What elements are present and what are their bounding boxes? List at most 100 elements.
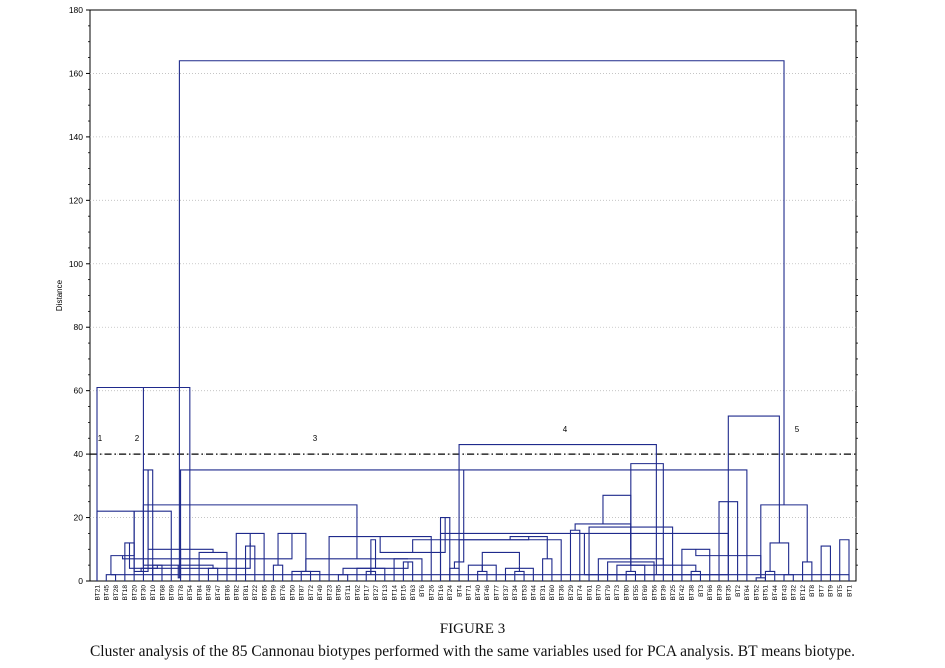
leaf-label: BT62 bbox=[354, 585, 361, 601]
y-tick-label: 100 bbox=[69, 259, 83, 269]
y-tick-label: 0 bbox=[78, 576, 83, 586]
plot-frame bbox=[89, 9, 857, 582]
leaf-label: BT20 bbox=[131, 585, 138, 601]
cluster-label: 5 bbox=[795, 425, 800, 434]
leaf-label: BT31 bbox=[540, 585, 547, 601]
leaf-label: BT50 bbox=[289, 585, 296, 601]
leaf-label: BT73 bbox=[614, 585, 621, 601]
cluster-label: 2 bbox=[135, 434, 140, 443]
leaf-label: BT82 bbox=[234, 585, 241, 601]
dendrogram-link bbox=[783, 574, 794, 581]
leaf-label: BT46 bbox=[484, 585, 491, 601]
dendrogram-link bbox=[727, 415, 780, 556]
y-tick-label: 160 bbox=[69, 68, 83, 78]
dendrogram-link bbox=[820, 545, 831, 581]
leaf-label: BT39 bbox=[716, 585, 723, 601]
dendrogram-link bbox=[690, 570, 702, 581]
leaf-label: BT39 bbox=[661, 585, 668, 601]
dendrogram-link bbox=[574, 523, 632, 572]
leaf-label: BT49 bbox=[317, 585, 324, 601]
leaf-label: BT27 bbox=[373, 585, 380, 601]
dendrogram-link bbox=[630, 463, 664, 566]
dendrogram-link bbox=[412, 536, 530, 553]
leaf-label: BT42 bbox=[679, 585, 686, 601]
leaf-label: BT44 bbox=[772, 585, 779, 601]
dendrogram-link bbox=[110, 574, 850, 581]
dendrogram-link bbox=[142, 504, 358, 569]
dendrogram-link bbox=[121, 533, 293, 560]
dendrogram-link bbox=[542, 558, 553, 581]
dendrogram-link bbox=[133, 469, 149, 573]
leaf-label: BT5 bbox=[837, 585, 844, 597]
leaf-label: BT69 bbox=[169, 585, 176, 601]
leaf-label: BT8 bbox=[809, 585, 816, 597]
leaf-label: BT85 bbox=[336, 585, 343, 601]
leaf-label: BT12 bbox=[800, 585, 807, 601]
leaf-label: BT63 bbox=[410, 585, 417, 601]
dendrogram-link bbox=[769, 542, 790, 575]
leaf-label: BT87 bbox=[299, 585, 306, 601]
leaf-label: BT2 bbox=[735, 585, 742, 597]
leaf-label: BT25 bbox=[670, 585, 677, 601]
leaf-label: BT7 bbox=[818, 585, 825, 597]
dendrogram-link bbox=[839, 539, 850, 581]
leaf-label: BT69 bbox=[642, 585, 649, 601]
figure-label: FIGURE 3 bbox=[439, 621, 506, 637]
leaf-label: BT80 bbox=[623, 585, 630, 601]
leaf-label: BT44 bbox=[531, 585, 538, 601]
leaf-label: BT76 bbox=[280, 585, 287, 601]
dendrogram-link bbox=[477, 570, 488, 581]
dendrogram-link bbox=[764, 570, 776, 581]
dendrogram-link bbox=[105, 574, 117, 581]
leaf-label: BT40 bbox=[475, 585, 482, 601]
leaf-label: BT14 bbox=[391, 585, 398, 601]
dendrogram-link bbox=[272, 564, 284, 581]
leaf-label: BT60 bbox=[549, 585, 556, 601]
leaf-label: BT55 bbox=[633, 585, 640, 601]
leaf-label: BT43 bbox=[781, 585, 788, 601]
leaf-label: BT47 bbox=[215, 585, 222, 601]
leaf-label: BT17 bbox=[364, 585, 371, 601]
y-tick-label: 40 bbox=[74, 449, 84, 459]
figure-caption: Cluster analysis of the 85 Cannonau biot… bbox=[89, 643, 856, 660]
leaf-label: BT61 bbox=[586, 585, 593, 601]
leaf-label: BT3 bbox=[698, 585, 705, 597]
dendrogram-link bbox=[142, 387, 214, 569]
leaf-label: BT45 bbox=[104, 585, 111, 601]
y-tick-label: 80 bbox=[74, 322, 84, 332]
leaf-label: BT84 bbox=[196, 585, 203, 601]
leaf-label: BT4 bbox=[456, 585, 463, 597]
dendrogram-link bbox=[802, 561, 813, 581]
dendrogram-link bbox=[305, 558, 409, 572]
leaf-label: BT71 bbox=[466, 585, 473, 601]
leaf-label: BT24 bbox=[447, 585, 454, 601]
leaf-label: BT65 bbox=[261, 585, 268, 601]
leaf-label: BT48 bbox=[206, 585, 213, 601]
cluster-label: 3 bbox=[313, 434, 318, 443]
dendrogram-link bbox=[602, 494, 632, 524]
leaf-label: BT72 bbox=[308, 585, 315, 601]
leaf-label: BT11 bbox=[345, 585, 352, 600]
leaf-label: BT35 bbox=[726, 585, 733, 601]
leaf-label: BT22 bbox=[252, 585, 259, 601]
leaf-label: BT70 bbox=[596, 585, 603, 601]
leaf-label: BT30 bbox=[141, 585, 148, 601]
leaf-label: BT68 bbox=[159, 585, 166, 601]
dendrogram-link bbox=[291, 570, 321, 581]
dendrogram-link bbox=[514, 570, 525, 581]
leaf-label: BT16 bbox=[438, 585, 445, 601]
dendrogram-link bbox=[337, 574, 349, 581]
leaf-label: BT32 bbox=[791, 585, 798, 601]
leaf-label: BT66 bbox=[707, 585, 714, 601]
leaf-label: BT23 bbox=[326, 585, 333, 601]
leaf-label: BT52 bbox=[753, 585, 760, 601]
leaf-label: BT64 bbox=[744, 585, 751, 601]
y-tick-label: 120 bbox=[69, 195, 83, 205]
dendrogram-link bbox=[140, 542, 251, 572]
dendrogram-link bbox=[178, 60, 785, 578]
leaf-label: BT34 bbox=[512, 585, 519, 601]
y-tick-label: 140 bbox=[69, 132, 83, 142]
leaf-label: BT37 bbox=[503, 585, 510, 601]
cluster-label: 1 bbox=[98, 434, 103, 443]
